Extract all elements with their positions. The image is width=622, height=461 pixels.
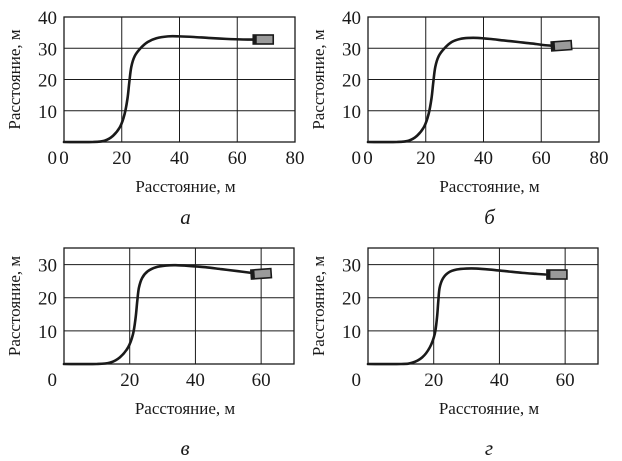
plot-frame bbox=[367, 16, 600, 143]
vehicle-body bbox=[249, 267, 273, 280]
y-axis-label: Расстояние, м bbox=[309, 29, 328, 130]
x-axis-label: Расстояние, м bbox=[439, 399, 540, 418]
trajectory-line bbox=[62, 263, 253, 366]
x-axis-label: Расстояние, м bbox=[439, 177, 540, 196]
panel-label: г bbox=[485, 436, 493, 460]
y-axis-label: Расстояние, м bbox=[5, 256, 24, 357]
origin-label: 0 bbox=[352, 148, 362, 169]
y-tick-label: 30 bbox=[342, 39, 361, 60]
y-axis-label: Расстояние, м bbox=[5, 29, 24, 130]
vehicle-icon bbox=[249, 267, 273, 280]
trajectory-line bbox=[366, 267, 547, 366]
x-tick-label: 60 bbox=[556, 370, 575, 391]
panel-4: 20 40 60 10 20 30 0 Расстояние, м Расстояние, м г bbox=[309, 247, 599, 460]
origin-label: 0 bbox=[48, 370, 58, 391]
vehicle-icon bbox=[546, 269, 568, 280]
y-tick-label: 30 bbox=[342, 256, 361, 277]
y-tick-label: 10 bbox=[342, 322, 361, 343]
x-tick-label: 20 bbox=[416, 148, 435, 169]
vehicle-body bbox=[550, 39, 573, 52]
vehicle-front bbox=[546, 270, 551, 280]
panel-label: б bbox=[484, 205, 496, 229]
y-tick-label: 40 bbox=[38, 8, 57, 29]
y-tick-label: 20 bbox=[38, 71, 57, 92]
x-axis-label: Расстояние, м bbox=[135, 399, 236, 418]
panel-2: 0 20 40 60 80 10 20 30 40 0 Расстояние, м Расстояни… bbox=[309, 8, 609, 229]
x-tick-label: 0 bbox=[363, 148, 373, 169]
y-tick-label: 40 bbox=[342, 8, 361, 29]
y-tick-label: 30 bbox=[38, 39, 57, 60]
plot-frame bbox=[367, 247, 599, 365]
panel-label: в bbox=[180, 436, 189, 460]
y-tick-label: 10 bbox=[38, 322, 57, 343]
panel-label: а bbox=[180, 205, 191, 229]
x-tick-label: 60 bbox=[228, 148, 247, 169]
x-tick-label: 80 bbox=[590, 148, 609, 169]
y-axis-label: Расстояние, м bbox=[309, 256, 328, 357]
x-tick-label: 60 bbox=[252, 370, 271, 391]
y-tick-label: 10 bbox=[342, 102, 361, 123]
y-tick-label: 20 bbox=[342, 71, 361, 92]
vehicle-front bbox=[551, 41, 556, 51]
y-tick-label: 20 bbox=[342, 289, 361, 310]
x-tick-label: 40 bbox=[474, 148, 493, 169]
x-tick-label: 20 bbox=[424, 370, 443, 391]
origin-label: 0 bbox=[48, 148, 58, 169]
x-tick-label: 0 bbox=[59, 148, 69, 169]
trajectory-line bbox=[62, 34, 256, 144]
trajectory-line bbox=[366, 36, 555, 144]
x-tick-label: 20 bbox=[120, 370, 139, 391]
y-tick-label: 30 bbox=[38, 256, 57, 277]
origin-label: 0 bbox=[352, 370, 362, 391]
y-tick-label: 20 bbox=[38, 289, 57, 310]
vehicle-front bbox=[250, 269, 255, 280]
vehicle-icon bbox=[550, 39, 573, 52]
panel-1: 0 20 40 60 80 10 20 30 40 0 Расстояние, м Расстояни… bbox=[5, 8, 305, 229]
y-tick-label: 10 bbox=[38, 102, 57, 123]
x-tick-label: 60 bbox=[532, 148, 551, 169]
x-axis-label: Расстояние, м bbox=[135, 177, 236, 196]
panel-3: 20 40 60 10 20 30 0 Расстояние, м Расстояние, м в bbox=[5, 247, 295, 460]
plot-frame bbox=[63, 16, 296, 143]
x-tick-label: 80 bbox=[286, 148, 305, 169]
x-tick-label: 20 bbox=[112, 148, 131, 169]
plot-frame bbox=[63, 247, 295, 365]
x-tick-label: 40 bbox=[490, 370, 509, 391]
x-tick-label: 40 bbox=[186, 370, 205, 391]
x-tick-label: 40 bbox=[170, 148, 189, 169]
vehicle-front bbox=[253, 35, 257, 44]
vehicle-icon bbox=[252, 34, 275, 45]
